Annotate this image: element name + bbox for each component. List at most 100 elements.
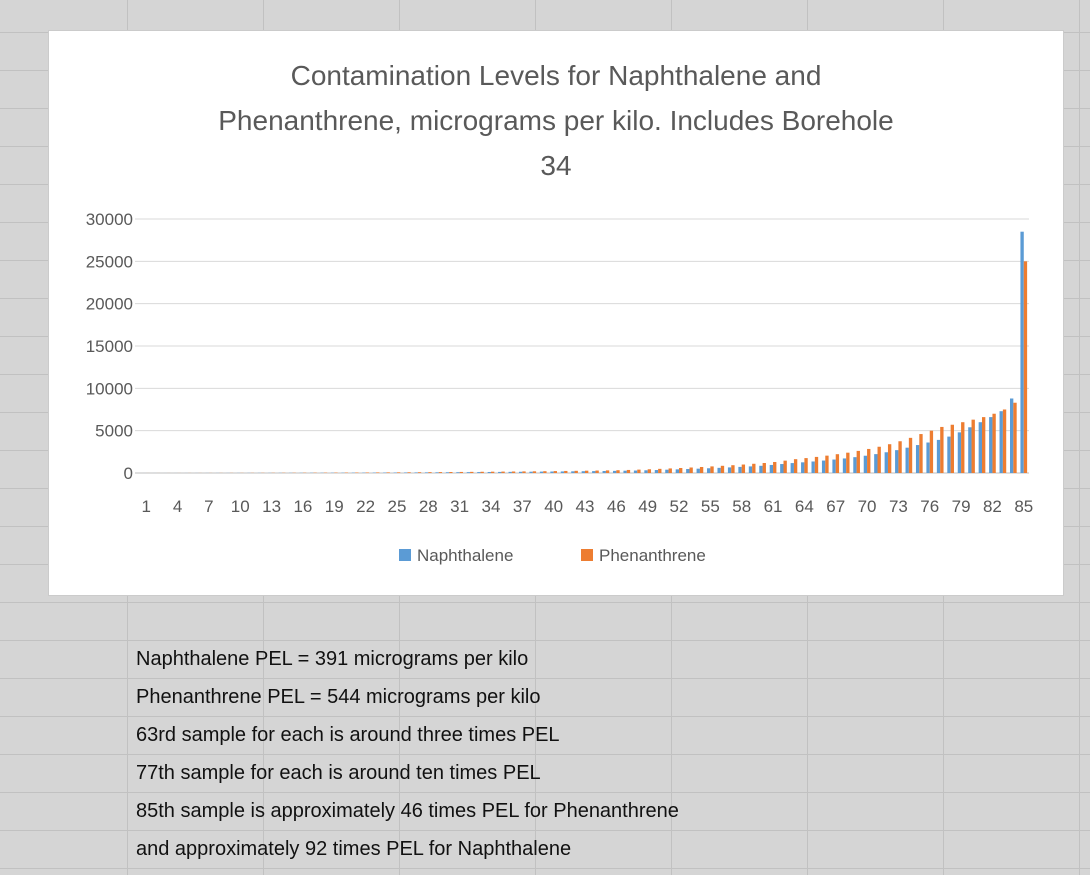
bar-naphthalene	[623, 470, 627, 473]
bar-naphthalene	[393, 472, 397, 473]
bar-phenanthrene	[846, 452, 850, 473]
x-tick-label: 25	[387, 497, 406, 516]
bar-phenanthrene	[898, 441, 902, 473]
note-line[interactable]: 85th sample is approximately 46 times PE…	[136, 800, 679, 822]
bar-phenanthrene	[1013, 402, 1017, 473]
chart-plot-area[interactable]: 0 5000 10000 15000 20000 25000 30000 1 4 7 10 13 16 1…	[49, 181, 1063, 581]
bar-phenanthrene	[585, 470, 589, 473]
x-tick-label: 28	[419, 497, 438, 516]
bar-naphthalene	[696, 468, 700, 473]
x-tick-label: 46	[607, 497, 626, 516]
bar-phenanthrene	[929, 430, 934, 473]
bar-phenanthrene	[543, 471, 547, 473]
bar-naphthalene	[727, 467, 732, 473]
bar-phenanthrene	[1002, 409, 1007, 473]
bar-phenanthrene	[658, 468, 662, 473]
bar-phenanthrene	[679, 468, 683, 473]
note-line[interactable]: Phenanthrene PEL = 544 micrograms per ki…	[136, 686, 541, 708]
bar-phenanthrene	[1023, 261, 1028, 473]
x-tick-label: 16	[293, 497, 312, 516]
bar-naphthalene	[644, 470, 648, 473]
embedded-chart[interactable]: Contamination Levels for Naphthalene and…	[48, 30, 1064, 596]
bar-phenanthrene	[720, 465, 725, 473]
bar-phenanthrene	[501, 471, 505, 473]
bar-naphthalene	[842, 458, 847, 473]
bar-phenanthrene	[773, 461, 777, 473]
bar-naphthalene	[613, 470, 617, 473]
bar-naphthalene	[895, 450, 899, 473]
bar-naphthalene	[498, 471, 502, 473]
bar-phenanthrene	[699, 466, 704, 473]
legend-swatch-phenanthrene[interactable]	[581, 549, 593, 561]
bar-naphthalene	[466, 472, 471, 473]
x-tick-label: 19	[325, 497, 344, 516]
x-tick-label: 55	[701, 497, 720, 516]
bar-phenanthrene	[981, 417, 986, 473]
bar-naphthalene	[445, 472, 450, 473]
bar-naphthalene	[738, 466, 742, 473]
bar-phenanthrene	[762, 463, 766, 473]
bar-naphthalene	[947, 436, 951, 473]
chart-title[interactable]: Contamination Levels for Naphthalene and…	[218, 60, 894, 181]
bar-naphthalene	[633, 470, 638, 473]
x-tick-label: 70	[858, 497, 877, 516]
bar-phenanthrene	[877, 446, 881, 473]
bar-phenanthrene	[480, 471, 484, 473]
bar-naphthalene	[665, 469, 669, 473]
x-tick-label: 22	[356, 497, 375, 516]
bar-naphthalene	[874, 454, 878, 473]
bar-phenanthrene	[887, 444, 892, 473]
bar-naphthalene	[654, 470, 659, 473]
x-tick-label: 4	[173, 497, 182, 516]
bar-phenanthrene	[626, 469, 631, 473]
y-tick-label: 10000	[86, 379, 133, 398]
bar-naphthalene	[936, 439, 941, 473]
y-tick-label: 5000	[95, 422, 133, 441]
notes-block: Naphthalene PEL = 391 micrograms per kil…	[136, 640, 679, 868]
bar-naphthalene	[811, 461, 815, 473]
bar-naphthalene	[456, 472, 460, 473]
note-line[interactable]: Naphthalene PEL = 391 micrograms per kil…	[136, 648, 529, 670]
bar-phenanthrene	[908, 437, 913, 473]
bar-phenanthrene	[470, 471, 474, 473]
bar-phenanthrene	[522, 471, 526, 473]
bar-phenanthrene	[532, 471, 537, 473]
bar-naphthalene	[821, 460, 826, 473]
bar-phenanthrene	[365, 472, 369, 473]
bar-naphthalene	[999, 411, 1003, 473]
x-tick-label: 61	[764, 497, 783, 516]
bar-phenanthrene	[793, 459, 798, 473]
bar-naphthalene	[853, 457, 857, 473]
bar-phenanthrene	[971, 419, 975, 473]
legend-label-phenanthrene[interactable]: Phenanthrene	[599, 546, 706, 565]
bar-naphthalene	[435, 472, 439, 473]
x-tick-label: 76	[920, 497, 939, 516]
x-tick-label: 13	[262, 497, 281, 516]
x-tick-label: 40	[544, 497, 563, 516]
x-tick-label: 52	[670, 497, 689, 516]
legend-label-naphthalene[interactable]: Naphthalene	[417, 546, 513, 565]
x-tick-label: 67	[826, 497, 845, 516]
bar-phenanthrene	[804, 458, 808, 473]
legend-swatch-naphthalene[interactable]	[399, 549, 411, 561]
bar-naphthalene	[675, 469, 680, 473]
bar-naphthalene	[518, 471, 523, 473]
x-tick-label: 85	[1014, 497, 1033, 516]
bar-naphthalene	[414, 472, 418, 473]
y-tick-label: 20000	[86, 295, 133, 314]
bar-naphthalene	[581, 471, 585, 473]
bar-phenanthrene	[595, 470, 599, 473]
bar-naphthalene	[508, 471, 512, 473]
note-line[interactable]: 63rd sample for each is around three tim…	[136, 724, 560, 746]
bar-naphthalene	[926, 442, 930, 473]
bar-naphthalene	[832, 459, 836, 473]
bar-phenanthrene	[741, 464, 746, 473]
bar-phenanthrene	[752, 463, 756, 473]
note-line[interactable]: and approximately 92 times PEL for Napht…	[136, 838, 572, 860]
bar-phenanthrene	[731, 465, 735, 473]
x-tick-label: 7	[204, 497, 213, 516]
bar-naphthalene	[571, 471, 575, 473]
bar-naphthalene	[686, 469, 690, 473]
bar-phenanthrene	[459, 471, 463, 473]
note-line[interactable]: 77th sample for each is around ten times…	[136, 762, 541, 784]
